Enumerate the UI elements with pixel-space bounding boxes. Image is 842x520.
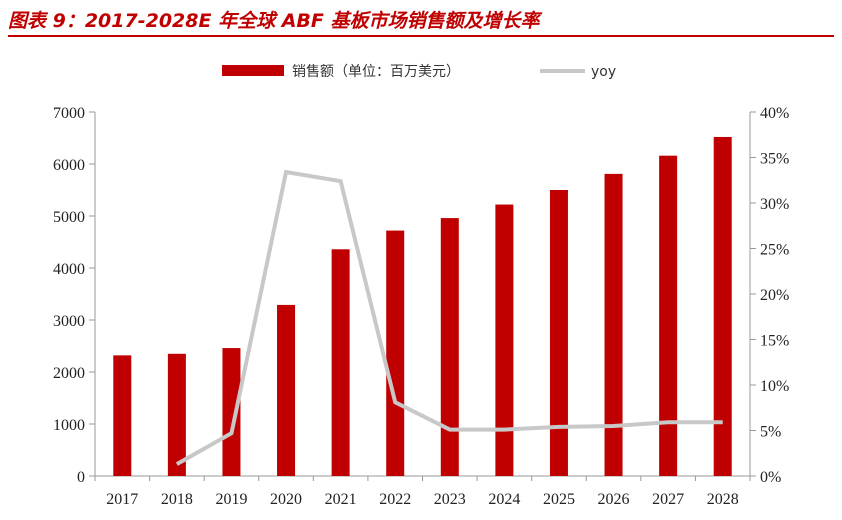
legend-bar-label: 销售额（单位：百万美元） — [292, 64, 460, 80]
title-bar: 图表 9：2017-2028E 年全球 ABF 基板市场销售额及增长率 — [0, 0, 842, 40]
x-tick-label: 2026 — [598, 491, 630, 508]
bar — [167, 353, 186, 476]
y-left-tick-label: 5000 — [53, 209, 85, 226]
y-right-tick-label: 10% — [760, 378, 789, 395]
x-tick-label: 2027 — [652, 491, 684, 508]
y-left-tick-label: 6000 — [53, 157, 85, 174]
y-right-tick-label: 25% — [760, 242, 789, 259]
x-tick-label: 2019 — [215, 491, 247, 508]
y-left-tick-label: 3000 — [53, 313, 85, 330]
bar — [113, 355, 132, 476]
bar — [331, 249, 350, 476]
x-tick-label: 2020 — [270, 491, 302, 508]
y-right-tick-label: 0% — [760, 469, 781, 486]
x-tick-label: 2017 — [106, 491, 138, 508]
y-left-tick-label: 4000 — [53, 261, 85, 278]
y-right-tick-label: 40% — [760, 105, 789, 122]
bar — [659, 155, 678, 476]
y-right-tick-label: 5% — [760, 424, 781, 441]
x-tick-label: 2018 — [161, 491, 193, 508]
y-right-tick-label: 20% — [760, 287, 789, 304]
x-tick-label: 2024 — [488, 491, 520, 508]
y-right-tick-label: 15% — [760, 333, 789, 350]
bar — [713, 136, 732, 476]
bar — [222, 348, 241, 476]
y-left-tick-label: 2000 — [53, 365, 85, 382]
y-left-tick-label: 7000 — [53, 105, 85, 122]
chart-title: 图表 9：2017-2028E 年全球 ABF 基板市场销售额及增长率 — [8, 10, 540, 32]
legend-line-label: yoy — [591, 64, 616, 80]
bar — [386, 230, 405, 476]
title-underline — [8, 35, 834, 37]
y-right-tick-label: 35% — [760, 151, 789, 168]
x-tick-label: 2023 — [434, 491, 466, 508]
y-left-tick-label: 0 — [77, 469, 85, 486]
bar — [277, 304, 296, 476]
chart: 0 1000 2000 3000 4000 5000 6000 7000 0% 5% 10% 15% 2… — [53, 64, 789, 508]
y-left-tick-label: 1000 — [53, 417, 85, 434]
bar — [440, 218, 459, 476]
x-tick-label: 2028 — [707, 491, 739, 508]
legend-bar-swatch — [222, 65, 284, 76]
y-right-tick-label: 30% — [760, 196, 789, 213]
x-tick-label: 2022 — [379, 491, 411, 508]
bar — [549, 190, 568, 476]
bar — [604, 173, 623, 476]
x-tick-label: 2025 — [543, 491, 575, 508]
x-tick-label: 2021 — [325, 491, 357, 508]
bar — [495, 204, 514, 476]
